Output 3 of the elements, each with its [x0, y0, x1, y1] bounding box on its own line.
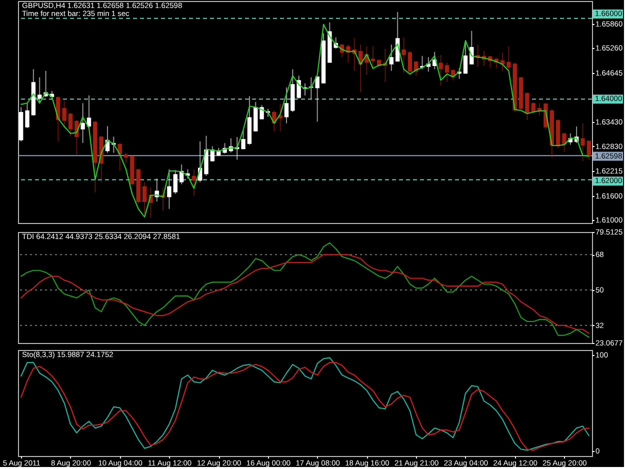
line-series	[20, 24, 590, 218]
line-series	[20, 254, 590, 334]
line-series	[20, 242, 590, 338]
